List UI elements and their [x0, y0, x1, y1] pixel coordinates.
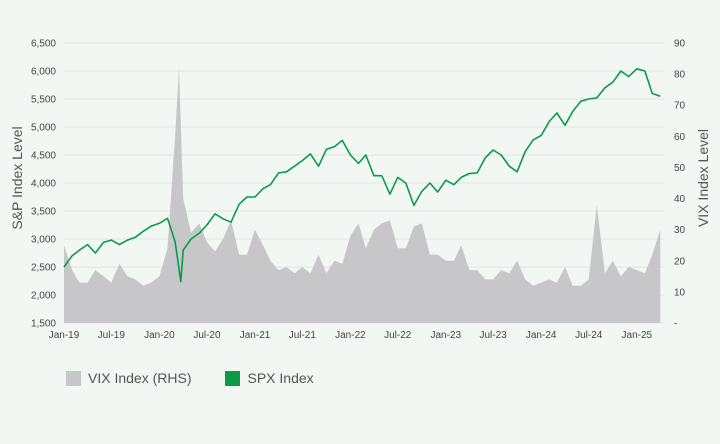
right-tick-label: 30 — [674, 225, 686, 236]
x-tick-label: Jul-21 — [289, 330, 317, 341]
legend-label-spx: SPX Index — [247, 370, 314, 386]
right-tick-label: - — [674, 319, 677, 330]
x-tick-label: Jul-20 — [193, 330, 221, 341]
left-tick-label: 1,500 — [31, 319, 56, 330]
legend-swatch-spx — [225, 370, 241, 386]
x-tick-label: Jan-23 — [431, 330, 462, 341]
left-tick-label: 6,000 — [31, 67, 56, 78]
left-tick-label: 4,000 — [31, 179, 56, 190]
axis-layer: 1,500 2,000 2,500 3,000 3,500 4,000 4,500 5,000… — [31, 39, 686, 342]
left-tick-label: 6,500 — [31, 39, 56, 50]
legend-label-vix: VIX Index (RHS) — [88, 370, 192, 386]
legend-item-vix: VIX Index (RHS) — [66, 370, 191, 386]
left-tick-label: 2,000 — [31, 291, 56, 302]
vix-layer — [64, 67, 661, 324]
x-tick-label: Jan-20 — [144, 330, 175, 341]
left-tick-label: 3,000 — [31, 235, 56, 246]
x-tick-label: Jul-24 — [575, 330, 603, 341]
x-tick-label: Jan-24 — [526, 330, 557, 341]
x-tick-label: Jan-25 — [622, 330, 653, 341]
spx-line — [63, 68, 661, 283]
x-tick-label: Jan-19 — [49, 330, 80, 341]
x-tick-label: Jul-23 — [479, 330, 507, 341]
left-tick-label: 4,500 — [31, 151, 56, 162]
right-axis-title: VIX Index Level — [695, 129, 711, 227]
x-tick-label: Jan-22 — [335, 330, 366, 341]
right-tick-label: 50 — [674, 163, 686, 174]
legend: VIX Index (RHS) SPX Index — [66, 370, 314, 386]
legend-item-spx: SPX Index — [225, 370, 314, 386]
right-tick-label: 90 — [674, 39, 686, 50]
right-tick-label: 80 — [674, 70, 686, 81]
right-tick-label: 60 — [674, 132, 686, 143]
left-tick-label: 5,500 — [31, 95, 56, 106]
left-tick-label: 5,000 — [31, 123, 56, 134]
left-tick-label: 3,500 — [31, 207, 56, 218]
right-tick-label: 10 — [674, 287, 686, 298]
left-axis-title: S&P Index Level — [9, 126, 25, 229]
vix-area — [64, 67, 661, 324]
x-tick-label: Jan-21 — [240, 330, 271, 341]
left-tick-label: 2,500 — [31, 263, 56, 274]
right-tick-label: 20 — [674, 256, 686, 267]
spx-layer — [63, 68, 661, 283]
legend-swatch-vix — [66, 370, 81, 386]
right-tick-label: 70 — [674, 101, 686, 112]
x-tick-label: Jul-19 — [98, 330, 126, 341]
right-tick-label: 40 — [674, 194, 686, 205]
x-tick-label: Jul-22 — [384, 330, 412, 341]
